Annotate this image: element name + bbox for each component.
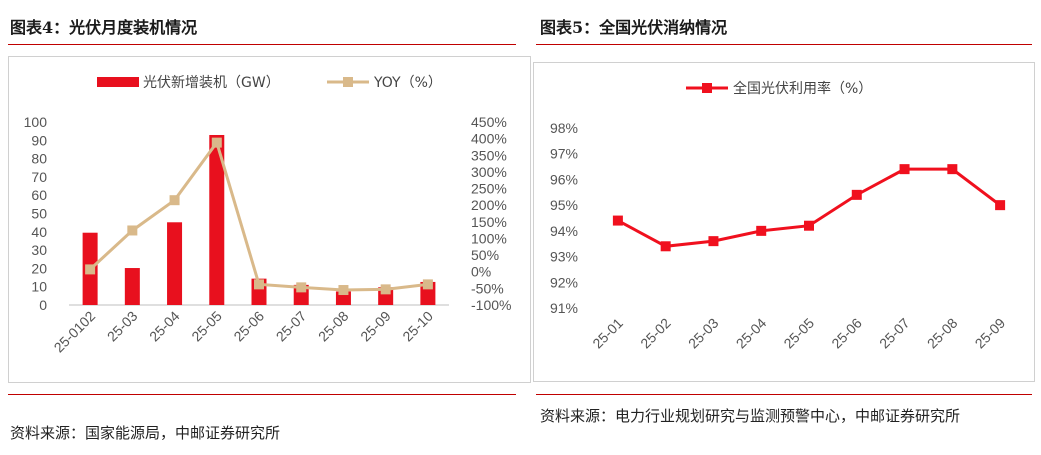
yoy-point: [85, 264, 96, 275]
y-left-tick-label: 90: [31, 132, 47, 148]
y-left-tick-label: 30: [31, 242, 47, 258]
x-tick-label: 25-06: [828, 315, 865, 352]
utilization-point: [660, 241, 671, 252]
y-tick-label: 92%: [550, 274, 578, 290]
utilization-point: [708, 236, 719, 247]
legend-bar-label: 光伏新增装机（GW）: [143, 75, 280, 91]
y-right-tick-label: 350%: [471, 147, 507, 163]
x-tick-label: 25-03: [104, 308, 141, 345]
yoy-point: [127, 225, 138, 236]
legend-line-label: 全国光伏利用率（%）: [733, 80, 872, 97]
y-right-tick-label: 450%: [471, 114, 507, 130]
bar: [167, 222, 183, 305]
utilization-point: [947, 164, 958, 175]
y-right-tick-label: 50%: [471, 247, 499, 263]
utilization-point: [995, 200, 1006, 211]
y-tick-label: 96%: [550, 171, 578, 187]
utilization-point: [804, 220, 814, 231]
top-rule-left: [8, 44, 516, 45]
y-right-tick-label: -100%: [471, 297, 511, 313]
bottom-rule-left: [8, 394, 516, 395]
utilization-series-line: [617, 167, 1002, 248]
y-tick-label: 97%: [550, 146, 578, 162]
legend-line-marker: [343, 77, 353, 87]
y-right-tick-label: 200%: [471, 197, 507, 213]
utilization-point: [851, 189, 862, 200]
x-tick-label: 25-07: [273, 308, 310, 345]
y-right-tick-label: 150%: [471, 214, 507, 230]
legend-line-label: YOY（%）: [373, 75, 442, 91]
left-source-note: 资料来源：国家能源局，中邮证券研究所: [10, 424, 281, 442]
y-right-tick-label: 0%: [471, 264, 491, 280]
yoy-point: [211, 137, 222, 148]
x-tick-label: 25-07: [876, 315, 913, 352]
y-tick-label: 91%: [550, 300, 578, 316]
x-tick-label: 25-10: [399, 308, 436, 345]
y-left-tick-label: 40: [31, 224, 47, 240]
utilization-point: [899, 164, 910, 175]
x-tick-label: 25-01: [589, 315, 626, 352]
y-tick-label: 93%: [550, 249, 578, 265]
left-figure-title: 图表4：光伏月度装机情况: [10, 18, 198, 37]
y-right-tick-label: 250%: [471, 181, 507, 197]
y-left-tick-label: 50: [31, 206, 47, 222]
x-tick-label: 25-09: [972, 315, 1009, 352]
x-tick-label: 25-03: [685, 315, 722, 352]
y-tick-label: 94%: [550, 223, 578, 239]
x-tick-label: 25-06: [230, 308, 267, 345]
x-tick-label: 25-08: [924, 315, 961, 352]
right-figure-title: 图表5：全国光伏消纳情况: [540, 18, 728, 37]
y-left-tick-label: 70: [31, 169, 47, 185]
y-left-tick-label: 60: [31, 187, 47, 203]
utilization-point: [612, 215, 623, 226]
y-tick-label: 95%: [550, 197, 578, 213]
y-left-tick-label: 80: [31, 151, 47, 167]
x-tick-label: 25-04: [146, 308, 183, 345]
yoy-point: [169, 195, 180, 206]
y-left-tick-label: 0: [39, 297, 47, 313]
yoy-point: [296, 282, 307, 293]
y-left-tick-label: 20: [31, 260, 47, 276]
utilization-chart-panel: 91% 92% 93% 94% 95% 96% 97% 98% 25-01 25-02 25-03 2…: [533, 62, 1035, 382]
utilization-chart: 91% 92% 93% 94% 95% 96% 97% 98% 25-01 25-02 25-03 2…: [550, 80, 1009, 352]
x-tick-label: 25-05: [780, 315, 817, 352]
yoy-series-line: [89, 139, 429, 292]
legend-bar-swatch: [97, 77, 139, 87]
x-tick-label: 25-02: [637, 315, 674, 352]
bar: [209, 134, 225, 305]
right-source-note: 资料来源：电力行业规划研究与监测预警中心，中邮证券研究所: [540, 407, 961, 425]
y-tick-label: 98%: [550, 120, 578, 136]
x-tick-label: 25-09: [357, 308, 394, 345]
x-tick-label: 25-05: [188, 308, 225, 345]
y-right-tick-label: 300%: [471, 164, 507, 180]
installation-chart-panel: 0 10 20 30 40 50 60 70 80 90 100 -100% -50% 0% 50% 100%…: [8, 56, 531, 383]
y-right-tick-label: -50%: [471, 280, 504, 296]
legend-line-marker: [702, 83, 712, 93]
x-tick-label: 25-08: [315, 308, 352, 345]
y-left-tick-label: 10: [31, 279, 47, 295]
installation-chart: 0 10 20 30 40 50 60 70 80 90 100 -100%-50%0%50%100%…: [24, 75, 512, 356]
utilization-point: [756, 225, 767, 236]
bottom-rule-right: [536, 394, 1032, 395]
y-right-tick-label: 400%: [471, 131, 507, 147]
bar: [124, 268, 140, 305]
yoy-point: [422, 279, 433, 290]
yoy-point: [254, 279, 264, 290]
x-tick-label: 25-04: [733, 315, 770, 352]
y-right-tick-label: 100%: [471, 230, 507, 246]
top-rule-right: [536, 44, 1032, 45]
yoy-point: [380, 284, 391, 295]
x-tick-label: 25-0102: [51, 308, 99, 356]
yoy-point: [338, 285, 349, 296]
y-left-tick-label: 100: [24, 114, 48, 130]
